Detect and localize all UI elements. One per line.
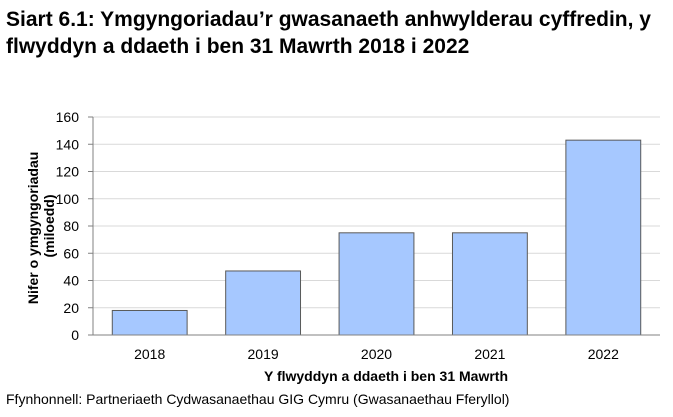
y-tick-label: 140 xyxy=(56,136,80,152)
x-tick-label: 2019 xyxy=(248,346,279,362)
bar xyxy=(111,309,188,336)
y-axis-label-line-1: Nifer o ymgyngoriadau xyxy=(25,152,41,304)
x-tick-label: 2022 xyxy=(588,346,619,362)
x-axis-label: Y flwyddyn a ddaeth i ben 31 Mawrth xyxy=(264,368,508,384)
bar xyxy=(451,232,528,336)
x-tick-label: 2020 xyxy=(361,346,392,362)
source-note: Ffynhonnell: Partneriaeth Cydwasanaethau… xyxy=(6,391,510,407)
y-tick-label: 0 xyxy=(71,327,79,343)
bar xyxy=(338,232,415,336)
x-tick-labels: 2018 2019 2020 2021 2022 xyxy=(134,346,619,362)
y-tick-label: 80 xyxy=(63,218,79,234)
bars xyxy=(111,139,642,336)
axes xyxy=(88,116,660,336)
y-tick-label: 100 xyxy=(56,191,80,207)
bar xyxy=(225,270,302,336)
y-tick-label: 60 xyxy=(63,245,79,261)
x-tick-label: 2021 xyxy=(474,346,505,362)
bar xyxy=(565,139,642,336)
y-tick-label: 20 xyxy=(63,300,79,316)
y-tick-label: 40 xyxy=(63,273,79,289)
y-tick-label: 120 xyxy=(56,164,80,180)
y-tick-labels: 0 20 40 60 80 100 120 140 160 xyxy=(56,109,80,343)
y-axis-label-line-2: (miloedd) xyxy=(41,195,57,258)
x-tick-label: 2018 xyxy=(134,346,165,362)
y-axis-label: Nifer o ymgyngoriadau (miloedd) xyxy=(25,148,57,304)
y-tick-label: 160 xyxy=(56,109,80,125)
chart-title: Siart 6.1: Ymgyngoriadau’r gwasanaeth an… xyxy=(6,8,651,58)
